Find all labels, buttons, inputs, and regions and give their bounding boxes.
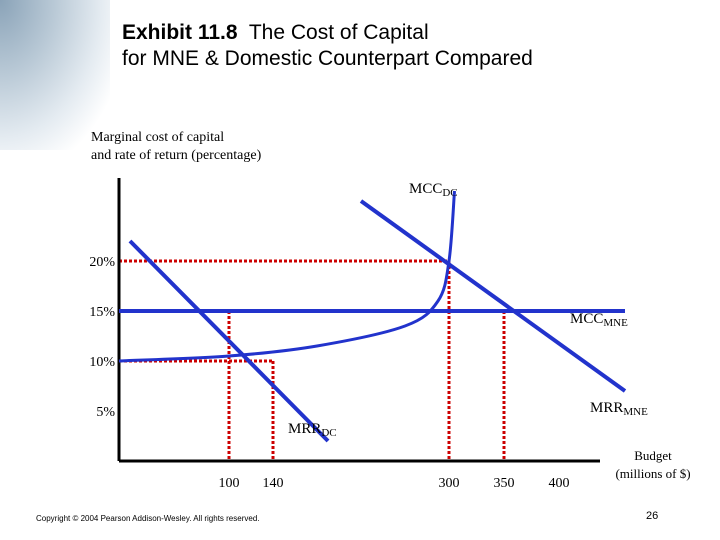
x-tick-label: 350 [494,476,515,491]
exhibit-number: Exhibit 11.8 [122,21,238,44]
y-tick-label: 10% [89,355,115,370]
mrr-dc-name: MRR [288,421,321,437]
y-tick-label: 5% [96,405,115,420]
series-labels: MCCDC MCCMNE MRRMNE MRRDC [288,181,648,439]
y-axis-label: Marginal cost of capital and rate of ret… [91,129,261,165]
mcc-mne-subscript: MNE [603,317,628,329]
x-tick-label: 300 [439,476,460,491]
x-tick-label: 400 [549,476,570,491]
mrr-dc-line [128,239,330,443]
x-axis-title: Budget (millions of $) [615,448,690,481]
mrr-mne-subscript: MNE [623,406,648,418]
tick-labels: 20% 15% 10% 5% 100 140 300 350 400 [89,255,569,491]
series-label-mcc-dc: MCCDC [409,181,458,199]
mcc-mne-name: MCC [570,311,603,327]
mcc-dc-curve [118,190,456,363]
series-label-mrr-dc: MRRDC [288,421,337,439]
series-label-mcc-mne: MCCMNE [570,311,628,329]
title-line-1: The Cost of Capital [248,21,429,44]
x-tick-label: 100 [219,476,240,491]
y-axis-label-line-1: Marginal cost of capital [91,130,225,145]
x-axis-title-line-2: (millions of $) [615,466,690,481]
slide-title: Exhibit 11.8 The Cost of Capital for MNE … [122,20,533,72]
mrr-mne-line [359,199,627,393]
mrr-mne-name: MRR [590,400,623,416]
x-axis-title-line-1: Budget [634,448,672,463]
copyright-notice: Copyright © 2004 Pearson Addison-Wesley.… [36,514,260,523]
axes [117,178,600,463]
mcc-dc-name: MCC [409,181,442,197]
mrr-dc-subscript: DC [321,427,336,439]
title-line-2: for MNE & Domestic Counterpart Compared [122,47,533,70]
y-tick-label: 20% [89,255,115,270]
y-tick-label: 15% [89,305,115,320]
series [118,190,627,443]
corner-decoration [0,0,110,150]
page-number: 26 [646,510,659,522]
y-axis-label-line-2: and rate of return (percentage) [91,148,262,163]
x-tick-label: 140 [263,476,284,491]
mcc-dc-subscript: DC [442,187,457,199]
series-label-mrr-mne: MRRMNE [590,400,648,418]
